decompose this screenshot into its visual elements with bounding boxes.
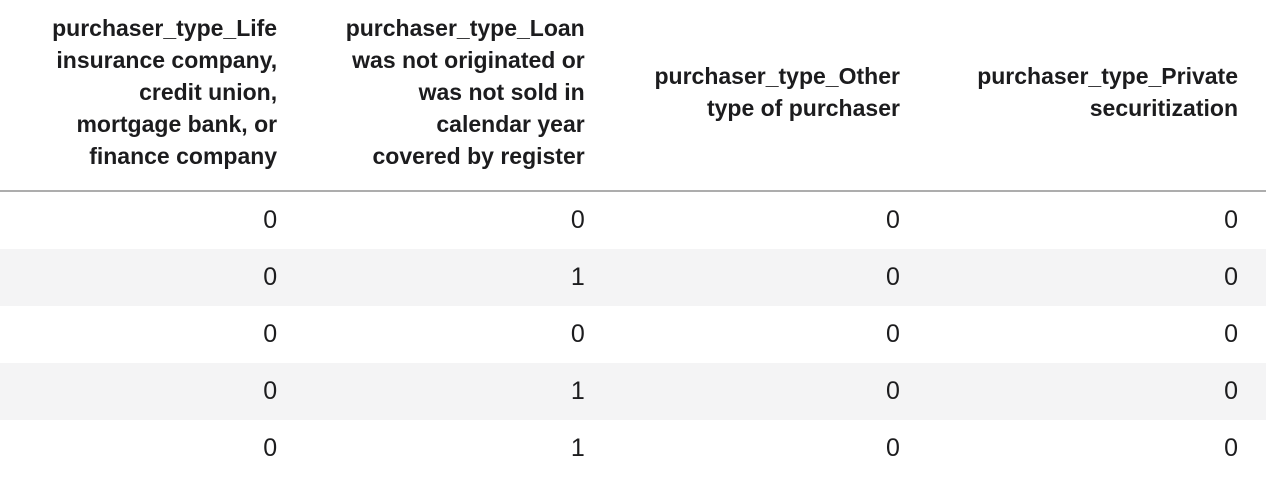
table-header: purchaser_type_Life insurance company, c…: [0, 0, 1266, 192]
table-cell: 0: [886, 206, 900, 234]
table-cell: 0: [1224, 206, 1238, 234]
column-header-life-insurance: purchaser_type_Life insurance company, c…: [0, 0, 306, 192]
table-cell: 0: [570, 206, 585, 234]
column-header-loan-not-originated: purchaser_type_Loan was not originated o…: [305, 0, 613, 192]
table-cell: 0: [263, 206, 278, 234]
table-row: 0 1 0 0: [0, 363, 1266, 420]
table-cell: 1: [570, 263, 585, 291]
table-cell: 0: [263, 434, 278, 462]
table-cell: 0: [1224, 320, 1238, 348]
table-cell: 0: [263, 377, 278, 405]
table-cell: 0: [263, 263, 278, 291]
table-cell: 0: [886, 377, 900, 405]
table-cell: 0: [886, 434, 900, 462]
table-cell: 1: [570, 377, 585, 405]
dataframe-table: purchaser_type_Life insurance company, c…: [0, 0, 1266, 477]
table-body: 0 0 0 0 0 1 0 0 0 0 0 0 0 1 0 0 0 1 0 0: [0, 191, 1266, 477]
column-header-private-securitization: purchaser_type_Private securitization: [927, 0, 1266, 192]
header-row: purchaser_type_Life insurance company, c…: [0, 0, 1266, 192]
table-cell: 0: [570, 320, 585, 348]
table-row: 0 1 0 0: [0, 420, 1266, 477]
table-cell: 0: [1224, 434, 1238, 462]
table-cell: 0: [886, 320, 900, 348]
table-cell: 0: [886, 263, 900, 291]
column-header-other-purchaser: purchaser_type_Other type of purchaser: [612, 0, 928, 192]
table-row: 0 0 0 0: [0, 306, 1266, 363]
table-cell: 0: [263, 320, 278, 348]
table-row: 0 1 0 0: [0, 249, 1266, 306]
table-row: 0 0 0 0: [0, 191, 1266, 249]
table-cell: 1: [570, 434, 585, 462]
table-cell: 0: [1224, 263, 1238, 291]
table-cell: 0: [1224, 377, 1238, 405]
